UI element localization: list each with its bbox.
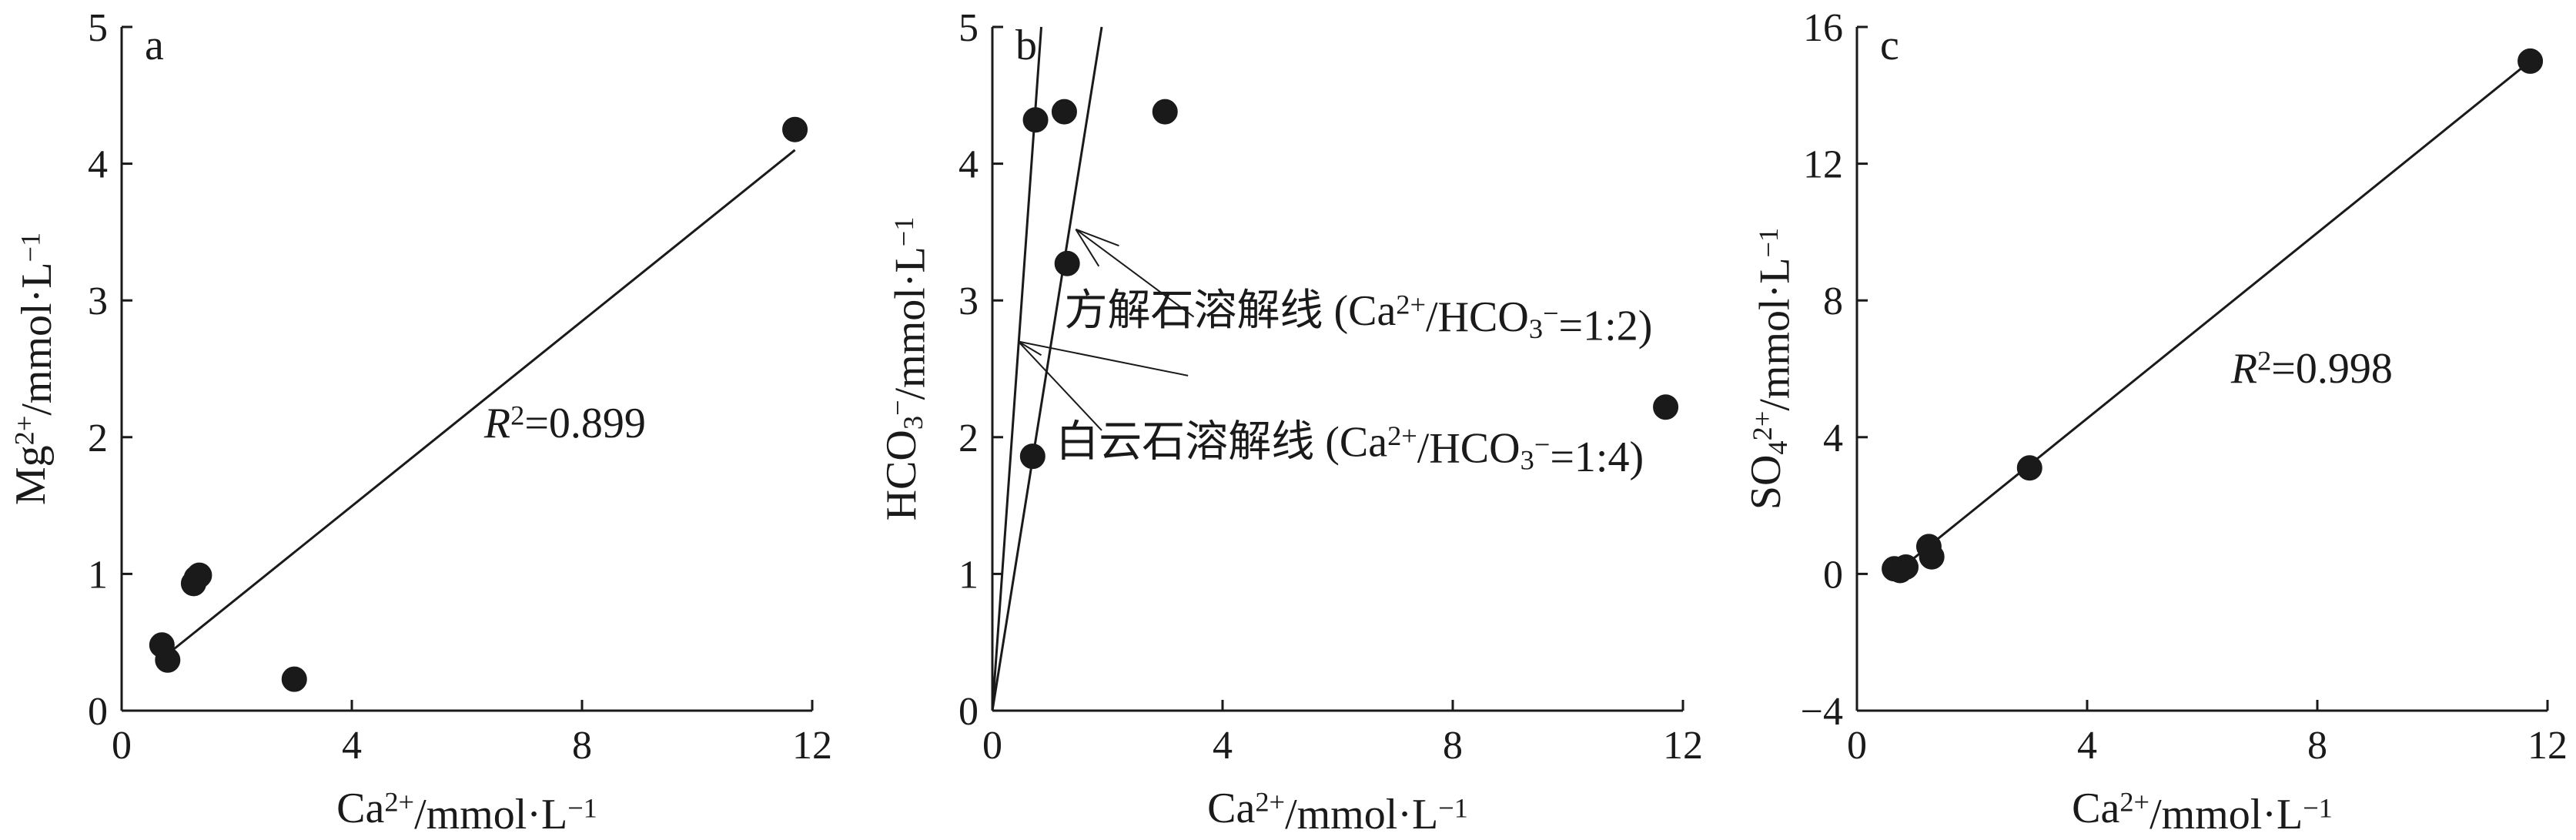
annotation-leader [1018,340,1042,356]
y-tick-label: 1 [958,553,979,597]
regression-line [1893,60,2531,575]
data-point [1152,99,1178,125]
data-point [155,647,181,673]
data-point [1022,107,1049,133]
y-tick-label: 8 [1823,279,1843,323]
r-squared-label: R2=0.998 [2230,345,2393,393]
line-annotation: 方解石溶解线 (Ca2+/HCO3−=1:2) [1064,287,1652,350]
x-tick-label: 0 [1847,724,1867,768]
dissolution-line-0 [991,26,1103,711]
y-tick-label: 1 [88,553,108,597]
r-squared-label: R2=0.899 [483,400,646,447]
x-axis-label: Ca2+/mmol·L−1 [2072,785,2333,838]
x-axis-label: Ca2+/mmol·L−1 [336,785,597,838]
y-tick-label: 16 [1803,6,1843,50]
x-tick-label: 8 [572,724,592,768]
data-point [2016,455,2042,481]
x-tick-label: 0 [982,724,1002,768]
y-tick-label: 4 [958,143,979,187]
y-axis-label: SO42+/mmol·L−1 [1742,228,1798,510]
data-point [186,562,212,588]
panel-letter: c [1880,22,1899,69]
data-point [1887,557,1913,584]
regression-line [161,149,796,660]
x-tick-label: 12 [1663,724,1703,768]
y-tick-label: 5 [958,6,979,50]
x-tick-label: 0 [112,724,132,768]
data-point [281,666,307,692]
x-axis-label: Ca2+/mmol·L−1 [1207,785,1468,838]
annotation-leader [1017,340,1102,431]
x-tick-label: 8 [1443,724,1463,768]
y-tick-label: 4 [1823,417,1843,460]
x-tick-label: 4 [342,724,362,768]
panel-letter: a [145,22,164,69]
data-point [1919,544,1945,570]
annotation-leader [1075,229,1195,318]
y-tick-label: 3 [88,279,108,323]
x-tick-label: 4 [1213,724,1233,768]
annotation-leader [1075,229,1100,267]
y-tick-label: −4 [1801,690,1843,734]
annotation-leader [1076,228,1119,247]
y-tick-label: 2 [958,417,979,460]
x-tick-label: 4 [2077,724,2097,768]
panel-letter: b [1015,22,1037,69]
data-point [2517,48,2544,74]
dissolution-line-1 [991,26,1043,711]
data-point [782,116,808,142]
y-tick-label: 3 [958,279,979,323]
y-axis-label: Mg2+/mmol·L−1 [7,233,61,505]
x-tick-label: 12 [792,724,832,768]
annotation-leader [1018,340,1189,376]
y-tick-label: 5 [88,6,108,50]
y-tick-label: 0 [88,690,108,734]
x-tick-label: 12 [2527,724,2568,768]
y-tick-label: 2 [88,417,108,460]
data-point [1054,250,1080,276]
data-point [1051,99,1077,125]
y-tick-label: 0 [958,690,979,734]
data-point [1653,394,1679,420]
y-axis-label: HCO3−/mmol·L−1 [878,217,934,521]
y-tick-label: 0 [1823,553,1843,597]
line-annotation: 白云石溶解线 (Ca2+/HCO3−=1:4) [1055,419,1644,481]
y-tick-label: 12 [1803,143,1843,187]
x-tick-label: 8 [2307,724,2327,768]
y-tick-label: 4 [88,143,108,187]
data-point [1019,443,1045,470]
